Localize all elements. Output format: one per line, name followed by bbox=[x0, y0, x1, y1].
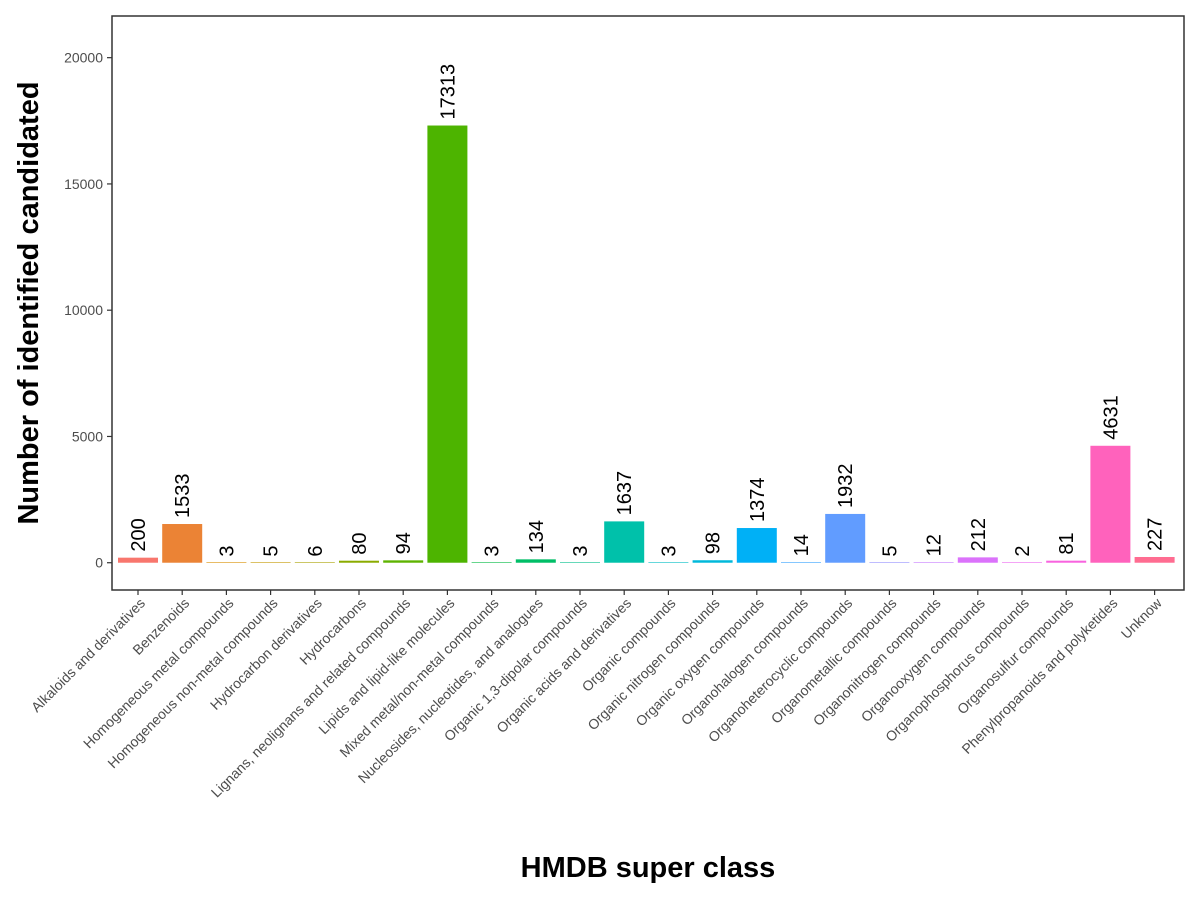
bar-value-label: 5 bbox=[879, 545, 901, 556]
y-axis: 0 5000 10000 15000 20000 bbox=[64, 50, 112, 571]
bar-value-label: 5 bbox=[261, 545, 283, 556]
bar bbox=[913, 562, 954, 563]
bar-value-label: 81 bbox=[1056, 532, 1078, 554]
bar-value-label: 3 bbox=[482, 546, 504, 557]
bar bbox=[560, 562, 600, 563]
bar-value-label: 2 bbox=[1012, 546, 1034, 557]
x-axis: Alkaloids and derivativesBenzenoidsHomog… bbox=[28, 590, 1165, 800]
y-tick-label: 10000 bbox=[64, 302, 103, 318]
x-tick-label: Unknow bbox=[1118, 594, 1166, 642]
x-tick-label: Mixed metal/non-metal compounds bbox=[336, 595, 501, 760]
bar bbox=[1046, 560, 1087, 563]
bar bbox=[1090, 445, 1131, 563]
bar-value-label: 80 bbox=[349, 532, 371, 554]
bar-value-label: 134 bbox=[526, 520, 548, 553]
bar-value-label: 12 bbox=[924, 534, 946, 556]
bar bbox=[294, 562, 335, 563]
bar-value-label: 1932 bbox=[835, 463, 857, 508]
bar bbox=[250, 562, 291, 563]
bar-value-label: 3 bbox=[216, 546, 238, 557]
bar bbox=[1002, 562, 1042, 563]
bar-value-label: 227 bbox=[1145, 518, 1167, 551]
bar-value-labels: 200 1533 3 5 6 80 94 17313 3 134 3 1637 3 98 1374 14 193… bbox=[128, 64, 1167, 557]
bar bbox=[648, 562, 689, 563]
bar bbox=[1134, 556, 1175, 563]
bar bbox=[736, 528, 777, 563]
bar bbox=[957, 557, 998, 563]
bar bbox=[162, 524, 203, 563]
x-axis-title: HMDB super class bbox=[521, 852, 776, 884]
bar bbox=[781, 562, 821, 563]
bar bbox=[427, 125, 468, 563]
plot-panel bbox=[111, 15, 1185, 591]
bar bbox=[383, 560, 424, 563]
bar bbox=[206, 562, 247, 563]
bar-value-label: 3 bbox=[570, 546, 592, 557]
bar bbox=[825, 513, 866, 563]
y-tick-label: 0 bbox=[95, 555, 103, 571]
y-tick-label: 20000 bbox=[64, 50, 103, 66]
bar-value-label: 1533 bbox=[172, 474, 194, 519]
bar-value-label: 200 bbox=[128, 518, 150, 551]
y-tick-label: 15000 bbox=[64, 176, 103, 192]
bar bbox=[869, 562, 910, 563]
bar-value-label: 6 bbox=[305, 545, 327, 556]
bar bbox=[515, 559, 556, 563]
bar bbox=[604, 521, 645, 563]
bar-value-label: 1637 bbox=[614, 471, 636, 516]
y-tick-label: 5000 bbox=[72, 428, 103, 444]
bar-value-label: 98 bbox=[703, 532, 725, 554]
bar bbox=[692, 560, 733, 563]
bar-value-label: 3 bbox=[658, 546, 680, 557]
bar bbox=[471, 562, 512, 563]
bar bbox=[339, 560, 379, 563]
bar-value-label: 14 bbox=[791, 534, 813, 556]
bar-value-label: 17313 bbox=[437, 64, 459, 120]
y-axis-title: Number of identified candidated bbox=[13, 81, 45, 524]
bar-value-label: 212 bbox=[968, 518, 990, 551]
bar-value-label: 4631 bbox=[1100, 395, 1122, 440]
bar-value-label: 94 bbox=[393, 532, 415, 554]
bars bbox=[118, 125, 1175, 563]
bar-value-label: 1374 bbox=[747, 478, 769, 523]
bar bbox=[118, 557, 158, 563]
